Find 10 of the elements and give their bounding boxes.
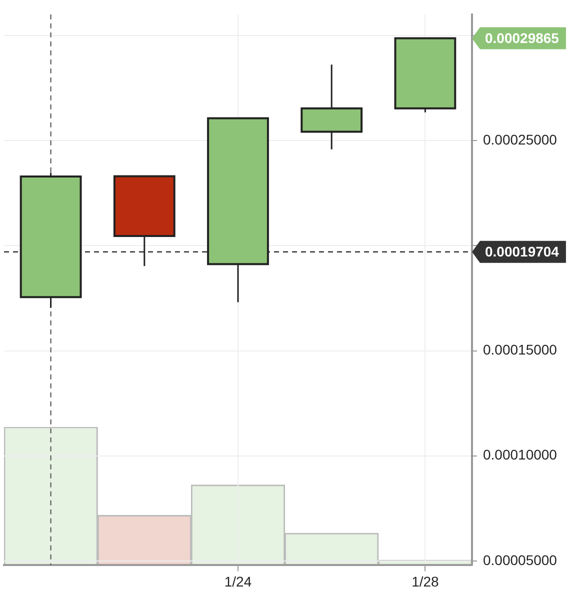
candlestick xyxy=(113,175,176,267)
y-tick-label: 0.00025000 xyxy=(483,131,558,148)
y-tick-label: 0.00015000 xyxy=(483,342,558,358)
candlestick xyxy=(20,172,82,309)
x-tick-label: 1/24 xyxy=(224,573,252,590)
text: 0.00029865 xyxy=(485,30,560,46)
y-tick-label: 0.00005000 xyxy=(483,552,558,568)
ref-line-label: 0.00019704 xyxy=(485,244,560,260)
y-tick-label: 0.00010000 xyxy=(483,446,558,463)
x-tick-label: 1/28 xyxy=(412,573,440,590)
